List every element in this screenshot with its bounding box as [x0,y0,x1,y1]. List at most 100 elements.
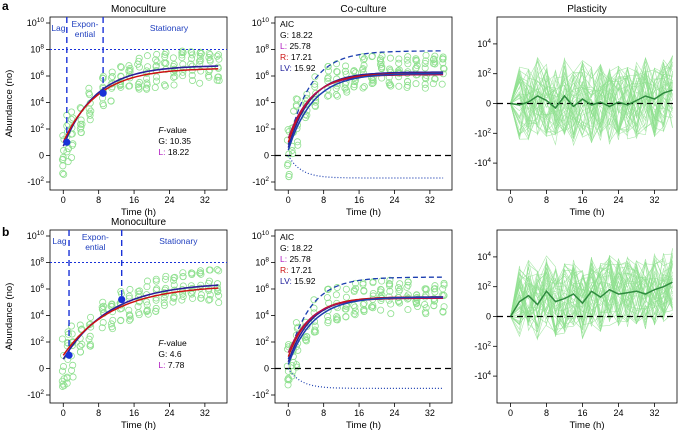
data-point [215,299,223,307]
data-point [377,64,385,72]
data-point [152,307,160,315]
individual-trajectory [510,55,673,144]
data-point [188,287,196,295]
stats-row: L: 7.78 [158,360,184,370]
data-point [333,313,341,321]
data-point [188,76,196,84]
x-tick-label: 24 [389,408,399,418]
x-axis-label: Time (h) [121,420,156,431]
phase-label-stationary: Stationary [159,236,198,246]
data-point [333,284,341,292]
data-point [368,52,376,60]
data-point [135,83,143,91]
data-point [86,109,94,117]
fit-curve-lv [287,296,444,365]
data-point [77,128,85,136]
x-tick-label: 0 [286,195,291,205]
data-point [360,56,368,64]
data-point [430,285,438,293]
data-point [403,283,411,291]
data-point [143,283,151,291]
data-point [404,60,412,68]
data-point [197,56,205,64]
x-tick-label: 0 [286,408,291,418]
x-tick-label: 24 [613,195,623,205]
phase-label-lag: Lag [51,23,65,33]
phase-label-exp-2: ential [75,29,95,39]
data-point [288,372,296,380]
mean-trajectory [509,281,673,317]
data-point [196,49,204,57]
y-tick-label: 108 [30,257,44,268]
x-tick-label: 8 [544,195,549,205]
data-point [359,66,367,74]
data-point [294,141,302,149]
data-point [206,57,214,65]
data-point [60,147,68,155]
data-point [63,148,71,156]
stats-row: G: 18.22 [280,30,313,40]
data-point [351,279,359,287]
data-point [143,298,151,306]
panel-letter: b [2,225,9,239]
plot-frame [274,16,453,191]
data-point [160,299,168,307]
data-point [68,366,76,374]
data-point [69,361,77,369]
data-point [323,294,331,302]
data-point [431,60,439,68]
data-point [170,294,178,302]
data-point [162,272,170,280]
data-point [143,79,151,87]
y-tick-label: -102 [474,127,491,138]
data-point [143,277,151,285]
phase-point [63,138,71,146]
data-point [170,276,178,284]
individual-trajectory [510,256,673,331]
data-point [215,51,223,59]
x-tick-label: 32 [200,408,210,418]
data-point [292,361,300,369]
data-point [126,66,134,74]
data-point [412,55,420,63]
data-point [86,320,94,328]
x-tick-label: 0 [61,408,66,418]
data-point [197,291,205,299]
phase-label-exp-1: Expon- [82,232,109,242]
data-point [440,65,448,73]
data-point [311,318,319,326]
data-point [187,48,195,56]
data-point [60,170,68,178]
data-point [87,313,95,321]
data-point [59,362,67,370]
data-point [422,57,430,65]
data-point [359,279,367,287]
data-point [161,81,169,89]
data-point [178,47,186,55]
data-point [289,150,297,158]
data-point [160,301,168,309]
individual-trajectory [510,252,673,331]
data-point [214,63,222,71]
x-tick-label: 32 [425,195,435,205]
data-point [395,55,403,63]
data-point [341,67,349,75]
data-point [187,269,195,277]
data-point [108,300,116,308]
data-point [107,97,115,105]
data-point [153,285,161,293]
data-point [87,107,95,115]
data-point [369,289,377,297]
panel-title: Co-culture [340,4,387,15]
y-tick-label: -102 [27,176,44,187]
data-point [178,296,186,304]
data-point [292,95,300,103]
x-tick-label: 16 [577,195,587,205]
data-point [369,304,377,312]
individual-trajectory [510,75,673,137]
x-axis-label: Time (h) [346,420,381,431]
data-point [99,305,107,313]
data-point [134,302,142,310]
x-tick-label: 8 [321,195,326,205]
stats-row: G: 10.35 [158,136,191,146]
